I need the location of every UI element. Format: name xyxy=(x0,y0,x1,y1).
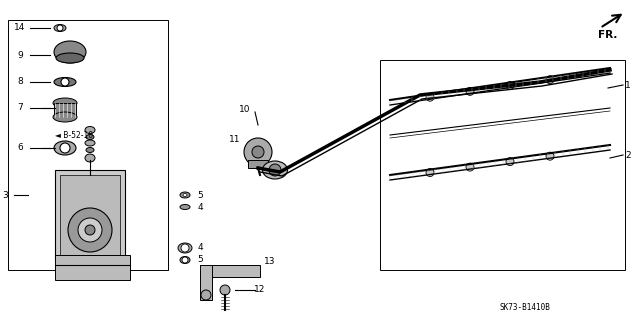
Circle shape xyxy=(252,146,264,158)
Text: 9: 9 xyxy=(17,50,23,60)
Bar xyxy=(55,255,130,280)
Circle shape xyxy=(182,257,188,263)
Circle shape xyxy=(269,164,281,176)
Text: 10: 10 xyxy=(239,106,251,115)
Bar xyxy=(248,160,268,168)
Ellipse shape xyxy=(54,78,76,86)
Text: 6: 6 xyxy=(17,144,23,152)
Circle shape xyxy=(201,290,211,300)
Circle shape xyxy=(426,93,434,101)
Ellipse shape xyxy=(85,140,95,146)
Circle shape xyxy=(506,82,514,90)
Ellipse shape xyxy=(262,161,287,179)
Circle shape xyxy=(244,138,272,166)
Text: 1: 1 xyxy=(625,80,631,90)
Text: 12: 12 xyxy=(254,286,266,294)
Bar xyxy=(55,170,125,260)
Circle shape xyxy=(57,25,63,31)
Circle shape xyxy=(220,285,230,295)
Circle shape xyxy=(60,143,70,153)
Ellipse shape xyxy=(86,147,94,152)
Ellipse shape xyxy=(54,41,86,63)
Ellipse shape xyxy=(180,256,190,263)
Ellipse shape xyxy=(54,25,66,32)
Ellipse shape xyxy=(183,194,187,197)
Circle shape xyxy=(181,244,189,252)
Text: 8: 8 xyxy=(17,78,23,86)
Bar xyxy=(200,265,260,277)
Circle shape xyxy=(61,78,69,86)
Bar xyxy=(200,265,212,300)
Text: 14: 14 xyxy=(14,24,26,33)
Ellipse shape xyxy=(180,192,190,198)
Bar xyxy=(8,20,168,270)
Text: FR.: FR. xyxy=(598,30,618,40)
Ellipse shape xyxy=(85,127,95,133)
Ellipse shape xyxy=(53,112,77,122)
Ellipse shape xyxy=(180,204,190,210)
Ellipse shape xyxy=(53,98,77,108)
Text: 11: 11 xyxy=(229,136,241,145)
Circle shape xyxy=(546,76,554,84)
Text: SK73-B1410B: SK73-B1410B xyxy=(500,303,551,313)
Text: 3: 3 xyxy=(2,190,8,199)
Text: 4: 4 xyxy=(197,243,203,253)
Ellipse shape xyxy=(85,154,95,162)
Text: 5: 5 xyxy=(197,190,203,199)
Bar xyxy=(380,60,625,270)
Bar xyxy=(54,103,76,117)
Text: 5: 5 xyxy=(197,256,203,264)
Text: 2: 2 xyxy=(625,151,631,160)
Circle shape xyxy=(466,87,474,95)
Ellipse shape xyxy=(56,53,84,63)
Circle shape xyxy=(506,158,514,166)
Circle shape xyxy=(426,168,434,176)
Ellipse shape xyxy=(86,135,94,139)
Circle shape xyxy=(466,163,474,171)
Text: 7: 7 xyxy=(17,103,23,113)
Circle shape xyxy=(68,208,112,252)
Circle shape xyxy=(85,225,95,235)
Bar xyxy=(60,175,120,255)
Text: 4: 4 xyxy=(197,203,203,211)
Text: 13: 13 xyxy=(264,257,276,266)
Circle shape xyxy=(546,152,554,160)
Circle shape xyxy=(78,218,102,242)
Ellipse shape xyxy=(54,141,76,155)
Text: ◄ B-52-10: ◄ B-52-10 xyxy=(55,130,93,139)
Ellipse shape xyxy=(178,243,192,253)
